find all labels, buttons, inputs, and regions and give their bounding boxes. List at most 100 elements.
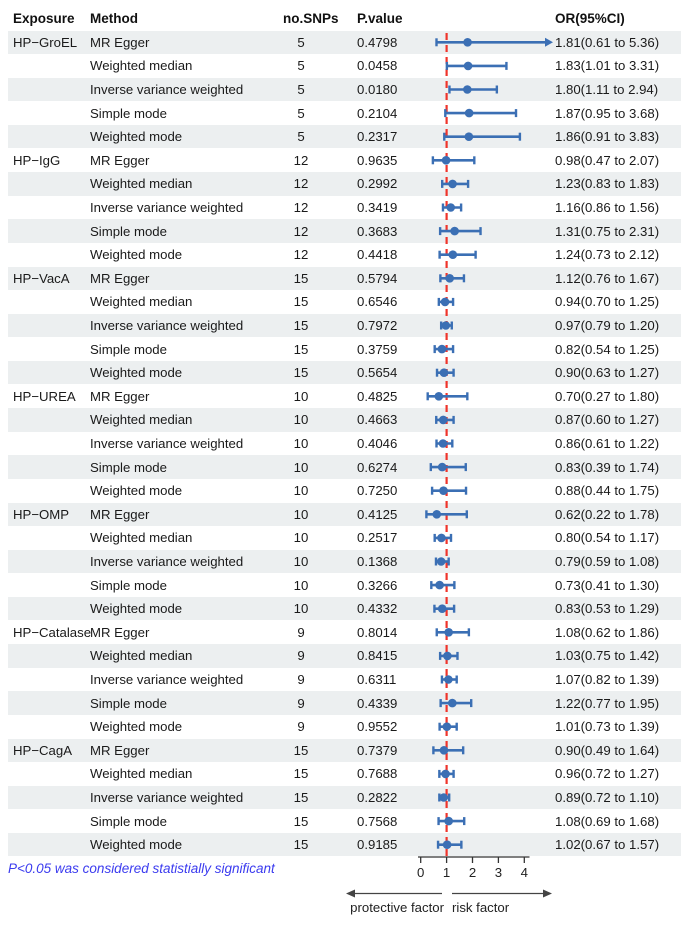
axis-tick-label: 3 (495, 865, 502, 880)
pvalue-cell: 0.4125 (357, 506, 398, 522)
table-row: Weighted mode 10 0.7250 0.88(0.44 to 1.7… (0, 479, 687, 503)
snps-cell: 9 (297, 719, 305, 735)
exposure-cell (13, 196, 89, 220)
table-row: HP−OMP MR Egger 10 0.4125 0.62(0.22 to 1… (0, 503, 687, 527)
exposure-cell (13, 172, 89, 196)
pvalue-cell: 0.7688 (357, 766, 398, 782)
snps-cell: 10 (293, 601, 309, 617)
pvalue-cell: 0.7379 (357, 742, 398, 758)
snps-cell: 10 (293, 412, 309, 428)
exposure-cell (13, 101, 89, 125)
or-ci-cell: 1.16(0.86 to 1.56) (555, 199, 660, 215)
exposure-cell (13, 314, 89, 338)
or-ci-cell: 1.02(0.67 to 1.57) (555, 837, 660, 853)
method-cell: Inverse variance weighted (90, 671, 244, 687)
pvalue-cell: 0.2992 (357, 176, 398, 192)
table-row: Weighted median 10 0.4663 0.87(0.60 to 1… (0, 408, 687, 432)
or-ci-cell: 0.80(0.54 to 1.17) (555, 530, 660, 546)
snps-cell: 10 (293, 506, 309, 522)
method-cell: Simple mode (90, 577, 167, 593)
row-stripe (8, 785, 681, 810)
pvalue-cell: 0.4046 (357, 435, 398, 451)
method-cell: Simple mode (90, 695, 167, 711)
method-cell: Simple mode (90, 459, 167, 475)
method-cell: MR Egger (90, 742, 150, 758)
exposure-cell (13, 361, 89, 385)
exposure-cell: HP−VacA (13, 270, 70, 286)
table-row: Weighted mode 15 0.9185 1.02(0.67 to 1.5… (0, 833, 687, 857)
table-row: HP−Catalase MR Egger 9 0.8014 1.08(0.62 … (0, 621, 687, 645)
method-cell: MR Egger (90, 270, 150, 286)
column-header-method: Method (90, 11, 138, 26)
exposure-cell (13, 125, 89, 149)
row-stripe (8, 30, 681, 55)
exposure-cell (13, 573, 89, 597)
snps-cell: 5 (297, 81, 305, 97)
row-stripe (8, 596, 681, 621)
pvalue-cell: 0.7568 (357, 813, 398, 829)
table-row: Inverse variance weighted 9 0.6311 1.07(… (0, 668, 687, 692)
snps-cell: 5 (297, 105, 305, 121)
table-row: Inverse variance weighted 12 0.3419 1.16… (0, 196, 687, 220)
column-header-or: OR(95%CI) (555, 11, 625, 26)
snps-cell: 10 (293, 577, 309, 593)
axis-tick-label: 4 (521, 865, 528, 880)
snps-cell: 5 (297, 34, 305, 50)
or-ci-cell: 1.24(0.73 to 2.12) (555, 247, 660, 263)
exposure-cell: HP−GroEL (13, 34, 78, 50)
row-stripe (8, 549, 681, 574)
or-ci-cell: 1.80(1.11 to 2.94) (555, 81, 659, 97)
pvalue-cell: 0.3759 (357, 341, 398, 357)
table-row: Weighted median 9 0.8415 1.03(0.75 to 1.… (0, 644, 687, 668)
row-stripe (8, 77, 681, 102)
snps-cell: 15 (293, 742, 309, 758)
pvalue-cell: 0.2104 (357, 105, 398, 121)
snps-cell: 15 (293, 837, 309, 853)
exposure-cell: HP−Catalase (13, 624, 92, 640)
snps-cell: 15 (293, 813, 309, 829)
method-cell: Inverse variance weighted (90, 435, 244, 451)
table-row: Inverse variance weighted 5 0.0180 1.80(… (0, 78, 687, 102)
pvalue-cell: 0.3419 (357, 199, 398, 215)
method-cell: Weighted median (90, 648, 193, 664)
method-cell: Simple mode (90, 813, 167, 829)
pvalue-cell: 0.2517 (357, 530, 398, 546)
method-cell: MR Egger (90, 34, 150, 50)
row-stripe (8, 738, 681, 763)
or-ci-cell: 0.87(0.60 to 1.27) (555, 412, 660, 428)
method-cell: MR Egger (90, 388, 150, 404)
or-ci-cell: 0.86(0.61 to 1.22) (555, 435, 660, 451)
method-cell: Weighted median (90, 530, 193, 546)
snps-cell: 12 (293, 247, 309, 263)
snps-cell: 12 (293, 176, 309, 192)
exposure-cell (13, 219, 89, 243)
significance-footnote: P<0.05 was considered statistially signi… (8, 861, 275, 876)
exposure-cell (13, 408, 89, 432)
table-row: Weighted median 10 0.2517 0.80(0.54 to 1… (0, 526, 687, 550)
pvalue-cell: 0.4339 (357, 695, 398, 711)
pvalue-cell: 0.3266 (357, 577, 398, 593)
table-row: HP−VacA MR Egger 15 0.5794 1.12(0.76 to … (0, 267, 687, 291)
snps-cell: 10 (293, 435, 309, 451)
method-cell: MR Egger (90, 152, 150, 168)
or-ci-cell: 0.88(0.44 to 1.75) (555, 483, 660, 499)
or-ci-cell: 0.83(0.39 to 1.74) (555, 459, 660, 475)
or-ci-cell: 1.08(0.69 to 1.68) (555, 813, 660, 829)
column-header-exposure: Exposure (13, 11, 75, 26)
table-row: Simple mode 5 0.2104 1.87(0.95 to 3.68) (0, 101, 687, 125)
table-row: Inverse variance weighted 10 0.4046 0.86… (0, 432, 687, 456)
method-cell: Weighted mode (90, 365, 183, 381)
exposure-cell (13, 644, 89, 668)
or-ci-cell: 1.86(0.91 to 3.83) (555, 129, 660, 145)
pvalue-cell: 0.2317 (357, 129, 398, 145)
method-cell: Weighted mode (90, 247, 183, 263)
method-cell: Inverse variance weighted (90, 81, 244, 97)
pvalue-cell: 0.5794 (357, 270, 398, 286)
pvalue-cell: 0.8415 (357, 648, 398, 664)
method-cell: Weighted median (90, 294, 193, 310)
or-ci-cell: 0.79(0.59 to 1.08) (555, 553, 660, 569)
exposure-cell (13, 290, 89, 314)
or-ci-cell: 1.87(0.95 to 3.68) (555, 105, 660, 121)
method-cell: MR Egger (90, 506, 150, 522)
pvalue-cell: 0.9185 (357, 837, 398, 853)
